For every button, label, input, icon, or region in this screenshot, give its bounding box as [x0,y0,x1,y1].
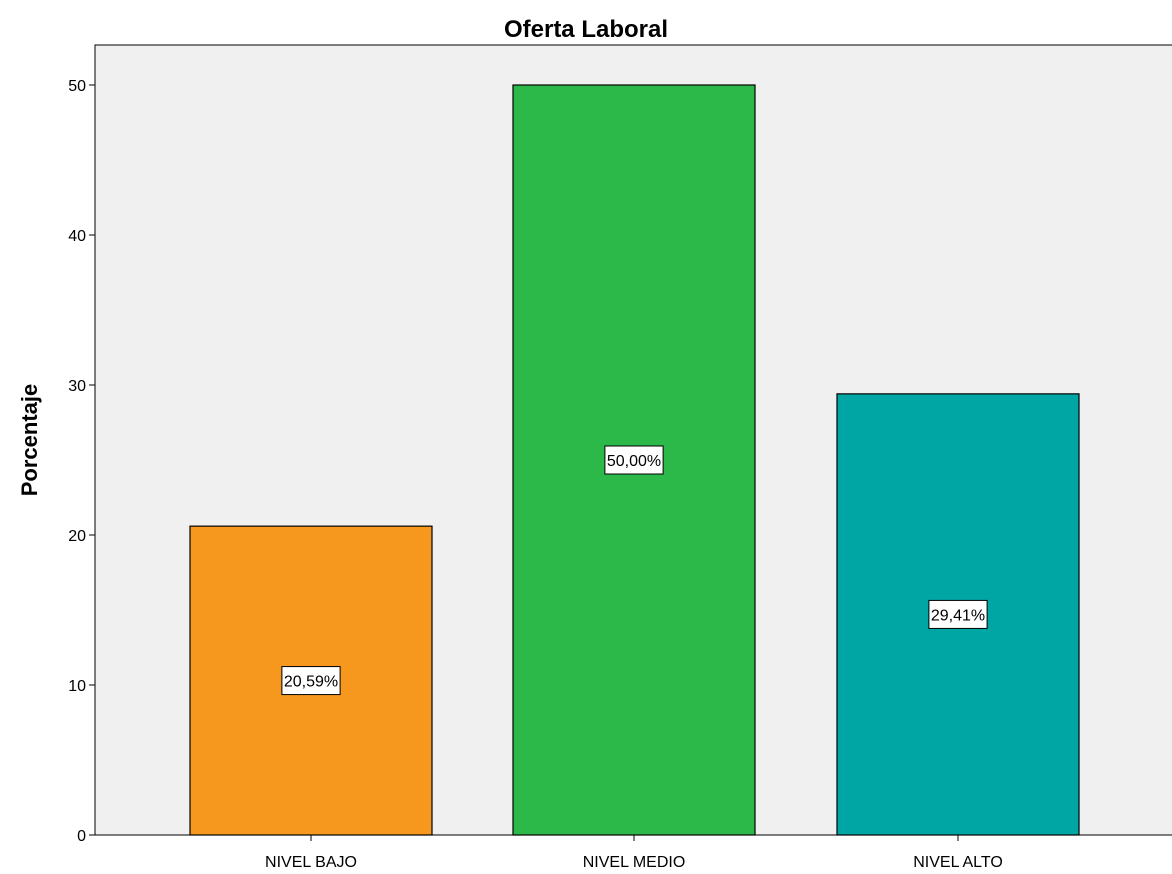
bars-group: 20,59% 50,00% 29,41% [189,84,1080,836]
x-tick-label: NIVEL BAJO [265,854,357,871]
y-tick-label: 0 [77,828,86,845]
data-label-box [281,666,341,696]
data-label-box [604,445,664,475]
y-tick-label: 30 [68,378,86,395]
y-tick-label: 50 [68,78,86,95]
data-label: 29,41% [931,607,985,624]
y-tick-label: 10 [68,678,86,695]
data-label: 50,00% [607,453,661,470]
x-tick-label: NIVEL ALTO [913,854,1003,871]
x-tick-label: NIVEL MEDIO [583,854,686,871]
chart-title: Oferta Laboral [504,16,668,43]
y-axis-label: Porcentaje [17,384,42,497]
y-axis: 0 10 20 30 40 50 [68,78,95,845]
data-label-box [928,599,988,629]
x-axis: NIVEL BAJO NIVEL MEDIO NIVEL ALTO [265,835,1003,871]
y-tick-label: 20 [68,528,86,545]
y-tick-label: 40 [68,228,86,245]
data-label: 20,59% [284,674,338,691]
